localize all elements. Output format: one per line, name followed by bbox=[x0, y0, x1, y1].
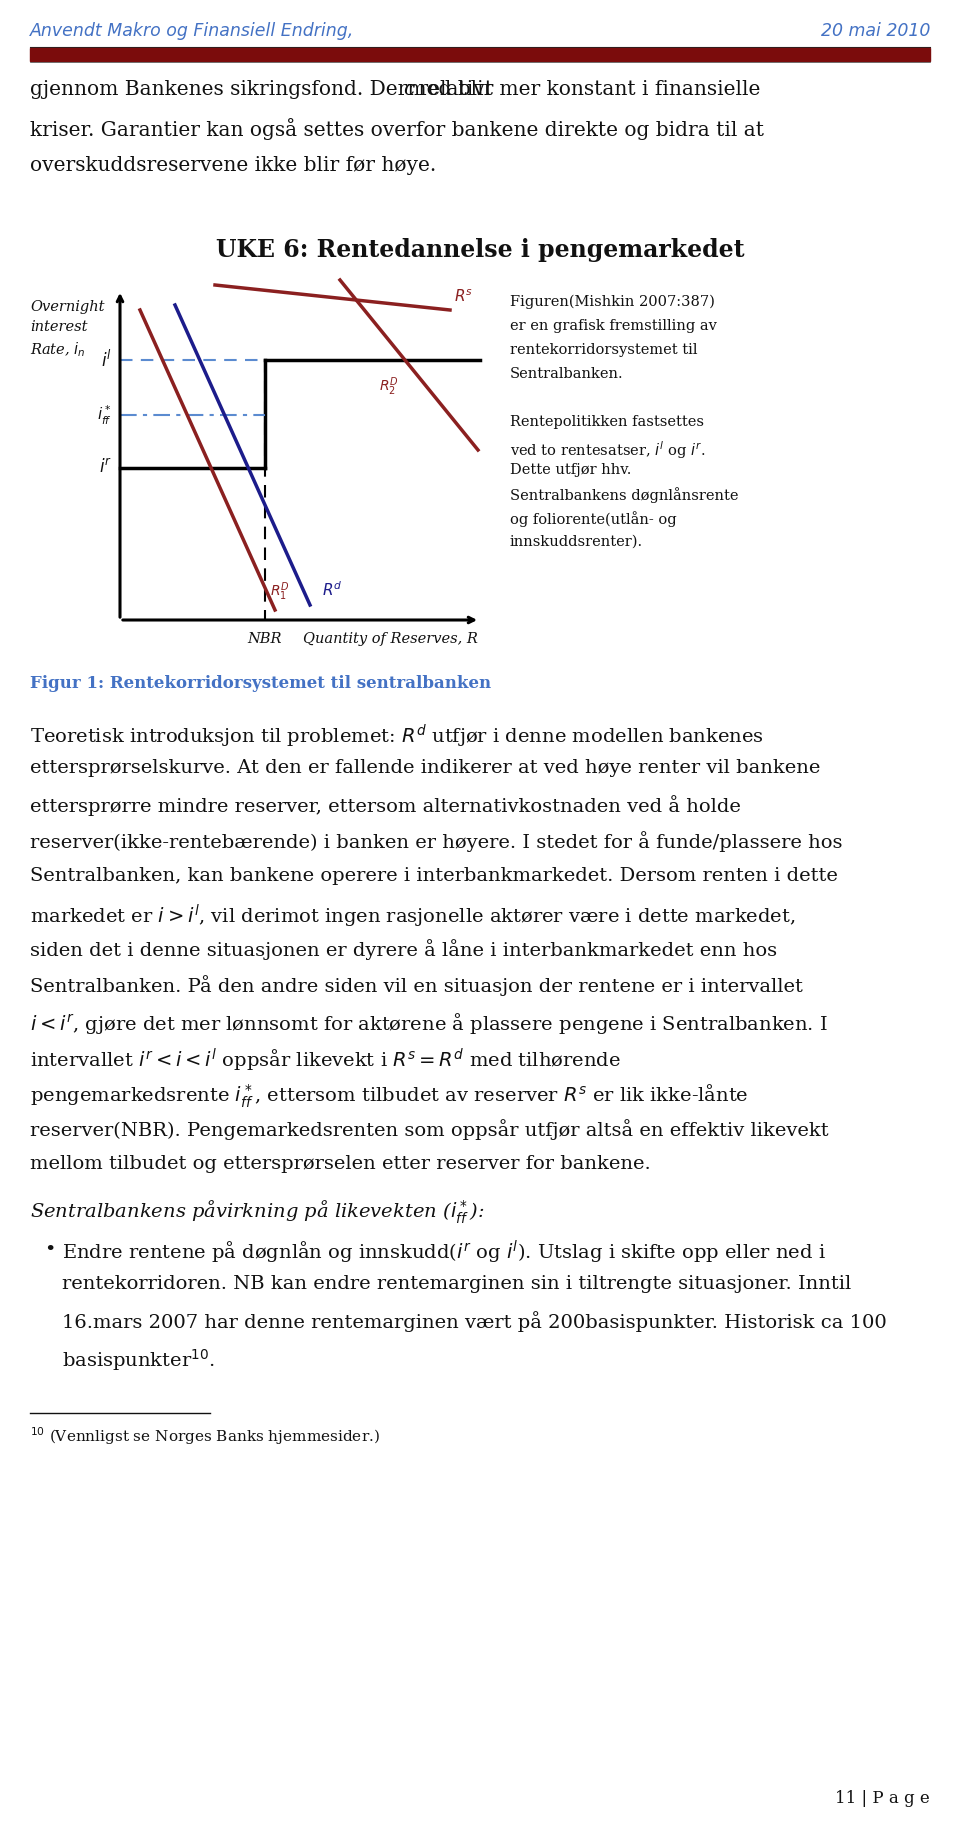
Text: $R_2^D$: $R_2^D$ bbox=[379, 375, 398, 397]
Text: rentekorridorsystemet til: rentekorridorsystemet til bbox=[510, 343, 698, 357]
Text: markedet er $i > i^l$, vil derimot ingen rasjonelle aktører være i dette markede: markedet er $i > i^l$, vil derimot ingen… bbox=[30, 904, 796, 931]
Text: Sentralbanken, kan bankene operere i interbankmarkedet. Dersom renten i dette: Sentralbanken, kan bankene operere i int… bbox=[30, 867, 838, 885]
Text: Sentralbanken.: Sentralbanken. bbox=[510, 366, 624, 381]
Text: overskuddsreservene ikke blir før høye.: overskuddsreservene ikke blir før høye. bbox=[30, 157, 436, 175]
Text: 20 mai 2010: 20 mai 2010 bbox=[821, 22, 930, 40]
Text: relativt mer konstant i finansielle: relativt mer konstant i finansielle bbox=[412, 80, 760, 98]
Text: $i < i^r$, gjøre det mer lønnsomt for aktørene å plassere pengene i Sentralbanke: $i < i^r$, gjøre det mer lønnsomt for ak… bbox=[30, 1011, 828, 1037]
Text: UKE 6: Rentedannelse i pengemarkedet: UKE 6: Rentedannelse i pengemarkedet bbox=[216, 239, 744, 262]
Text: ved to rentesatser, $i^l$ og $i^r$.: ved to rentesatser, $i^l$ og $i^r$. bbox=[510, 439, 706, 461]
Bar bbox=[30, 47, 930, 60]
Text: $i^l$: $i^l$ bbox=[101, 350, 112, 370]
Text: $R_1^D$: $R_1^D$ bbox=[270, 579, 290, 603]
Text: Teoretisk introduksjon til problemet: $R^d$ utfjør i denne modellen bankenes: Teoretisk introduksjon til problemet: $R… bbox=[30, 723, 764, 751]
Text: 11 | P a g e: 11 | P a g e bbox=[835, 1789, 930, 1807]
Text: Rate, $i_n$: Rate, $i_n$ bbox=[30, 341, 85, 359]
Text: Overnight: Overnight bbox=[30, 301, 105, 313]
Text: reserver(ikke-rentebærende) i banken er høyere. I stedet for å funde/plassere ho: reserver(ikke-rentebærende) i banken er … bbox=[30, 831, 843, 853]
Text: Figur 1: Rentekorridorsystemet til sentralbanken: Figur 1: Rentekorridorsystemet til sentr… bbox=[30, 674, 492, 692]
Text: innskuddsrenter).: innskuddsrenter). bbox=[510, 536, 643, 548]
Text: NBR: NBR bbox=[248, 632, 282, 647]
Text: interest: interest bbox=[30, 321, 87, 333]
Text: $^{10}$ (Vennligst se Norges Banks hjemmesider.): $^{10}$ (Vennligst se Norges Banks hjemm… bbox=[30, 1425, 380, 1447]
Text: •: • bbox=[44, 1241, 56, 1259]
Text: reserver(NBR). Pengemarkedsrenten som oppsår utfjør altså en effektiv likevekt: reserver(NBR). Pengemarkedsrenten som op… bbox=[30, 1119, 828, 1141]
Text: intervallet $i^r < i < i^l$ oppsår likevekt i $R^s = R^d$ med tilhørende: intervallet $i^r < i < i^l$ oppsår likev… bbox=[30, 1048, 621, 1075]
Text: Anvendt Makro og Finansiell Endring,: Anvendt Makro og Finansiell Endring, bbox=[30, 22, 354, 40]
Text: rentekorridoren. NB kan endre rentemarginen sin i tiltrengte situasjoner. Inntil: rentekorridoren. NB kan endre rentemargi… bbox=[62, 1275, 852, 1294]
Text: Rentepolitikken fastsettes: Rentepolitikken fastsettes bbox=[510, 415, 704, 428]
Text: c: c bbox=[403, 80, 415, 98]
Text: $i^r$: $i^r$ bbox=[99, 459, 112, 477]
Text: $R^d$: $R^d$ bbox=[322, 579, 343, 599]
Text: kriser. Garantier kan også settes overfor bankene direkte og bidra til at: kriser. Garantier kan også settes overfo… bbox=[30, 118, 764, 140]
Text: mellom tilbudet og ettersprørselen etter reserver for bankene.: mellom tilbudet og ettersprørselen etter… bbox=[30, 1155, 651, 1173]
Text: gjennom Bankenes sikringsfond. Dermed blir: gjennom Bankenes sikringsfond. Dermed bl… bbox=[30, 80, 500, 98]
Text: basispunkter$^{10}$.: basispunkter$^{10}$. bbox=[62, 1346, 215, 1374]
Text: $R^s$: $R^s$ bbox=[454, 288, 473, 304]
Text: og foliorente(utlån- og: og foliorente(utlån- og bbox=[510, 510, 677, 527]
Text: ettersprørre mindre reserver, ettersom alternativkostnaden ved å holde: ettersprørre mindre reserver, ettersom a… bbox=[30, 794, 741, 816]
Text: siden det i denne situasjonen er dyrere å låne i interbankmarkedet enn hos: siden det i denne situasjonen er dyrere … bbox=[30, 938, 778, 960]
Text: Endre rentene på døgnlån og innskudd($i^r$ og $i^l$). Utslag i skifte opp eller : Endre rentene på døgnlån og innskudd($i^… bbox=[62, 1239, 826, 1266]
Text: Dette utfjør hhv.: Dette utfjør hhv. bbox=[510, 463, 632, 477]
Text: Figuren(Mishkin 2007:387): Figuren(Mishkin 2007:387) bbox=[510, 295, 715, 310]
Text: pengemarkedsrente $i^*_{ff}$, ettersom tilbudet av reserver $R^s$ er lik ikke-lå: pengemarkedsrente $i^*_{ff}$, ettersom t… bbox=[30, 1082, 749, 1110]
Text: Sentralbankens påvirkning på likevekten ($i^*_{ff}$):: Sentralbankens påvirkning på likevekten … bbox=[30, 1199, 485, 1226]
Text: $i^*_{ff}$: $i^*_{ff}$ bbox=[97, 403, 112, 426]
Text: Sentralbankens døgnlånsrente: Sentralbankens døgnlånsrente bbox=[510, 486, 738, 503]
Text: Quantity of Reserves, R: Quantity of Reserves, R bbox=[302, 632, 477, 647]
Text: ettersprørselskurve. At den er fallende indikerer at ved høye renter vil bankene: ettersprørselskurve. At den er fallende … bbox=[30, 760, 821, 776]
Text: Sentralbanken. På den andre siden vil en situasjon der rentene er i intervallet: Sentralbanken. På den andre siden vil en… bbox=[30, 975, 803, 997]
Text: 16.mars 2007 har denne rentemarginen vært på 200basispunkter. Historisk ca 100: 16.mars 2007 har denne rentemarginen vær… bbox=[62, 1312, 887, 1332]
Text: er en grafisk fremstilling av: er en grafisk fremstilling av bbox=[510, 319, 717, 333]
